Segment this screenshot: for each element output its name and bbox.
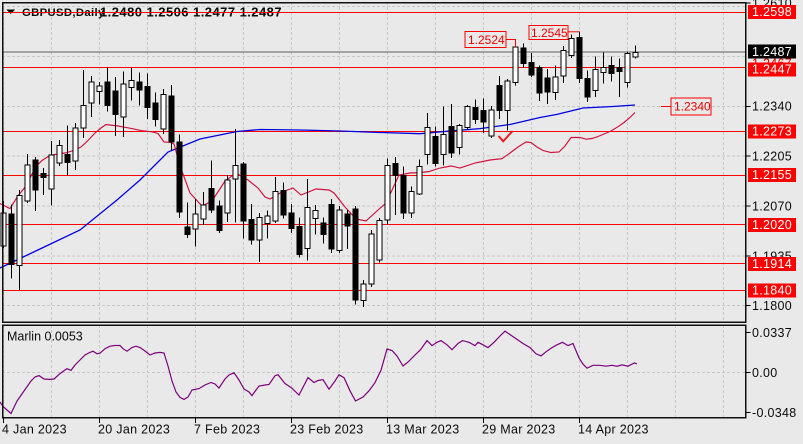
svg-text:20 Jan 2023: 20 Jan 2023: [98, 423, 170, 437]
svg-text:1.2155: 1.2155: [752, 168, 792, 182]
svg-text:1.2205: 1.2205: [752, 150, 792, 164]
svg-text:0.00: 0.00: [752, 366, 778, 380]
svg-text:29 Mar 2023: 29 Mar 2023: [482, 423, 555, 437]
svg-text:1.2480 1.2506 1.2477 1.2487: 1.2480 1.2506 1.2477 1.2487: [100, 4, 282, 19]
svg-text:23 Feb 2023: 23 Feb 2023: [290, 423, 364, 437]
svg-text:1.2598: 1.2598: [752, 5, 792, 19]
svg-text:0.0337: 0.0337: [752, 326, 792, 340]
svg-text:14 Apr 2023: 14 Apr 2023: [578, 423, 649, 437]
svg-text:1.2447: 1.2447: [752, 62, 792, 76]
svg-text:13 Mar 2023: 13 Mar 2023: [386, 423, 459, 437]
svg-text:1.2487: 1.2487: [752, 45, 792, 59]
svg-text:1.2020: 1.2020: [752, 218, 792, 232]
svg-text:1.2273: 1.2273: [752, 124, 792, 138]
svg-text:1.1800: 1.1800: [752, 299, 792, 313]
svg-text:Marlin 0.0053: Marlin 0.0053: [7, 330, 83, 344]
svg-text:1.1840: 1.1840: [752, 284, 792, 298]
svg-text:1.2340: 1.2340: [674, 100, 711, 114]
svg-text:1.2545: 1.2545: [531, 26, 568, 40]
svg-text:1.2340: 1.2340: [752, 100, 792, 114]
svg-text:4 Jan 2023: 4 Jan 2023: [2, 423, 67, 437]
svg-text:1.1914: 1.1914: [752, 257, 792, 271]
svg-text:1.2524: 1.2524: [468, 33, 505, 47]
svg-text:-0.0348: -0.0348: [752, 406, 797, 420]
svg-text:1.2070: 1.2070: [752, 199, 792, 213]
svg-text:7 Feb 2023: 7 Feb 2023: [194, 423, 260, 437]
